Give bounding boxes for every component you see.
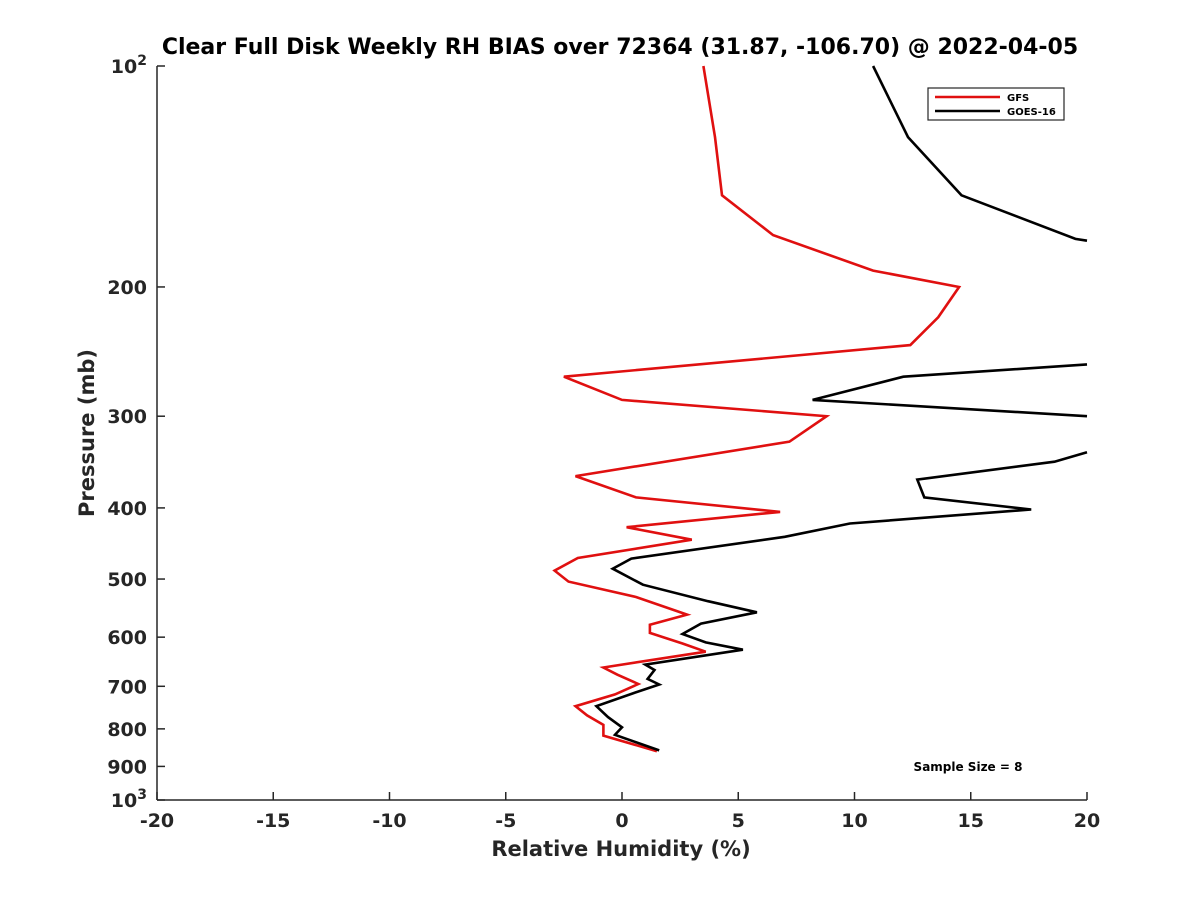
y-tick-label: 102: [111, 53, 147, 78]
y-tick-label: 900: [107, 756, 147, 778]
y-axis-label: Pressure (mb): [75, 349, 99, 517]
x-tick-label: 0: [615, 810, 628, 832]
sample-size-annotation: Sample Size = 8: [914, 760, 1023, 774]
legend-label-goes16: GOES-16: [1007, 107, 1056, 118]
legend-label-gfs: GFS: [1007, 93, 1029, 104]
x-tick-label: 15: [958, 810, 984, 832]
y-tick-label: 103: [111, 787, 147, 812]
y-tick-label: 800: [107, 719, 147, 741]
x-ticks: -20 -15 -10 -5 0 5 10 15 20: [140, 792, 1100, 832]
y-tick-label: 700: [107, 676, 147, 698]
series-line-goes-16: [593, 65, 1088, 752]
x-tick-label: -20: [140, 810, 174, 832]
x-tick-label: -5: [495, 810, 516, 832]
y-tick-label: 500: [107, 569, 147, 591]
series-line-gfs: [552, 65, 962, 753]
x-axis-label: Relative Humidity (%): [491, 837, 750, 861]
y-tick-label: 200: [107, 277, 147, 299]
x-tick-label: 10: [841, 810, 867, 832]
y-tick-label: 600: [107, 627, 147, 649]
x-tick-label: 20: [1074, 810, 1100, 832]
y-tick-label: 400: [107, 498, 147, 520]
x-tick-label: -15: [256, 810, 290, 832]
y-tick-label: 300: [107, 406, 147, 428]
chart-title: Clear Full Disk Weekly RH BIAS over 7236…: [162, 35, 1078, 60]
x-tick-label: -10: [372, 810, 406, 832]
legend-box: [927, 87, 1065, 121]
x-tick-label: 5: [732, 810, 745, 832]
legend: GFS GOES-16: [927, 87, 1065, 121]
y-ticks: 102 200 300 400 500 600 700 800 900 103: [107, 53, 165, 812]
plot-lines: [552, 65, 1088, 753]
